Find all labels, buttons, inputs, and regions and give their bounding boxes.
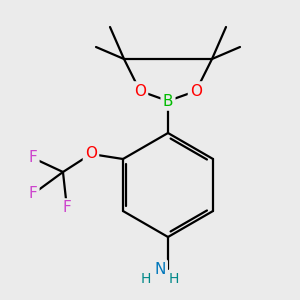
Text: B: B [163,94,173,109]
Text: H: H [169,272,179,286]
Text: F: F [28,187,37,202]
Text: N: N [154,262,166,277]
Text: O: O [85,146,97,161]
Text: F: F [63,200,71,215]
Text: O: O [134,83,146,98]
Text: H: H [141,272,151,286]
Text: O: O [190,83,202,98]
Text: F: F [28,151,37,166]
